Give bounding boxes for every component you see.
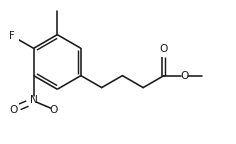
- Text: O: O: [180, 71, 189, 81]
- Text: O: O: [50, 105, 58, 115]
- Text: F: F: [9, 31, 15, 41]
- Text: O: O: [9, 105, 17, 115]
- Text: N: N: [30, 95, 38, 105]
- Text: O: O: [160, 44, 168, 54]
